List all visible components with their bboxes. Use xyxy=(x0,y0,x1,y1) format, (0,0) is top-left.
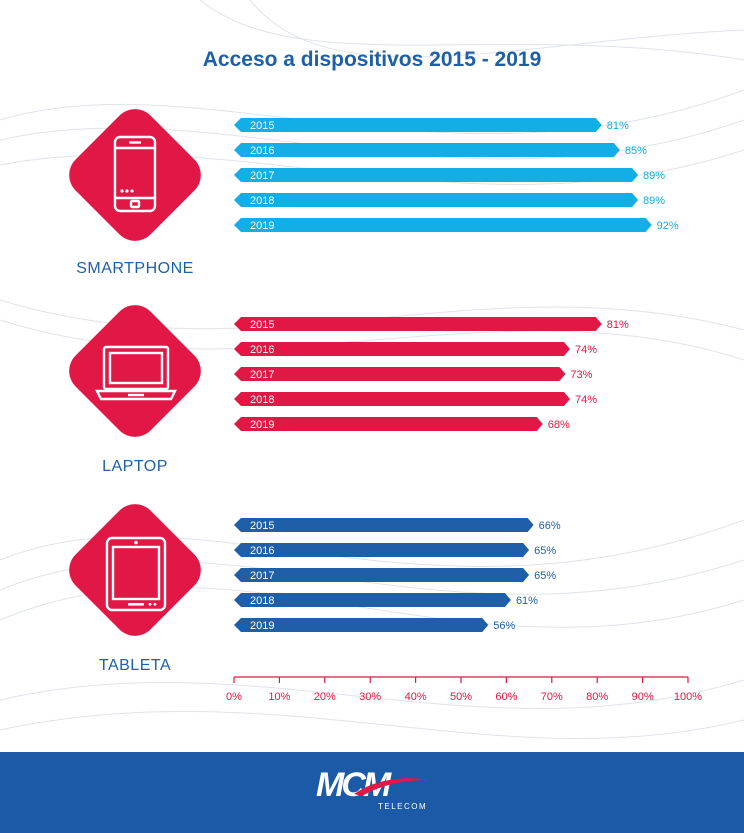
bar-value-label: 74% xyxy=(575,344,597,356)
x-tick-label: 10% xyxy=(268,691,290,703)
bar-year-label: 2017 xyxy=(250,369,274,381)
bar-year-label: 2019 xyxy=(250,419,274,431)
bar-value-label: 56% xyxy=(493,620,515,632)
bar-year-label: 2019 xyxy=(250,620,274,632)
bar-year-label: 2015 xyxy=(250,319,274,331)
bar-value-label: 73% xyxy=(570,369,592,381)
bar-year-label: 2019 xyxy=(250,220,274,232)
bar-tableta-2017 xyxy=(234,568,530,582)
x-tick-label: 40% xyxy=(405,691,427,703)
bar-value-label: 92% xyxy=(657,220,679,232)
smartphone-label: SMARTPHONE xyxy=(76,260,194,277)
x-tick-label: 50% xyxy=(450,691,472,703)
bar-value-label: 81% xyxy=(607,120,629,132)
bar-value-label: 61% xyxy=(516,595,538,607)
bar-year-label: 2016 xyxy=(250,145,274,157)
tablet-label: TABLETA xyxy=(98,657,172,674)
bar-tableta-2018 xyxy=(234,593,511,607)
tablet-icon xyxy=(105,536,167,612)
bar-value-label: 85% xyxy=(625,145,647,157)
bar-year-label: 2018 xyxy=(250,394,274,406)
bar-year-label: 2017 xyxy=(250,570,274,582)
x-tick-label: 80% xyxy=(586,691,608,703)
bar-year-label: 2018 xyxy=(250,595,274,607)
bar-value-label: 81% xyxy=(607,319,629,331)
bar-laptop-2016 xyxy=(234,342,570,356)
bar-value-label: 66% xyxy=(539,520,561,532)
bar-laptop-2015 xyxy=(234,317,602,331)
bar-smartphone-2016 xyxy=(234,143,620,157)
bar-year-label: 2015 xyxy=(250,520,274,532)
bar-smartphone-2015 xyxy=(234,118,602,132)
bar-tableta-2016 xyxy=(234,543,530,557)
x-tick-label: 30% xyxy=(359,691,381,703)
x-tick-label: 20% xyxy=(314,691,336,703)
laptop-label: LAPTOP xyxy=(102,458,168,475)
smartphone-icon xyxy=(113,135,157,213)
bar-laptop-2017 xyxy=(234,367,566,381)
bar-smartphone-2019 xyxy=(234,218,652,232)
bar-tableta-2015 xyxy=(234,518,534,532)
laptop-icon xyxy=(95,345,177,401)
bar-laptop-2018 xyxy=(234,392,570,406)
bar-year-label: 2018 xyxy=(250,195,274,207)
x-tick-label: 100% xyxy=(674,691,702,703)
x-tick-label: 60% xyxy=(495,691,517,703)
logo-subtitle: TELECOM xyxy=(378,802,428,811)
footer-bar: MCM TELECOM xyxy=(0,752,744,833)
chart-title: Acceso a dispositivos 2015 - 2019 xyxy=(202,48,542,71)
bar-laptop-2019 xyxy=(234,417,543,431)
logo-swoosh-icon xyxy=(354,778,430,796)
bar-smartphone-2017 xyxy=(234,168,639,182)
bar-year-label: 2016 xyxy=(250,344,274,356)
bar-value-label: 65% xyxy=(534,545,556,557)
bar-year-label: 2016 xyxy=(250,545,274,557)
x-tick-label: 0% xyxy=(226,691,242,703)
bar-chart: 2015 81% 2016 85% 2017 89% 2018 89% 2019 92% 2015 8… xyxy=(226,118,702,703)
bar-value-label: 68% xyxy=(548,419,570,431)
x-tick-label: 70% xyxy=(541,691,563,703)
x-tick-label: 90% xyxy=(632,691,654,703)
bar-value-label: 65% xyxy=(534,570,556,582)
bar-tableta-2019 xyxy=(234,618,489,632)
bar-year-label: 2017 xyxy=(250,170,274,182)
bar-smartphone-2018 xyxy=(234,193,639,207)
bar-value-label: 89% xyxy=(643,195,665,207)
bar-year-label: 2015 xyxy=(250,120,274,132)
bar-value-label: 74% xyxy=(575,394,597,406)
bar-value-label: 89% xyxy=(643,170,665,182)
